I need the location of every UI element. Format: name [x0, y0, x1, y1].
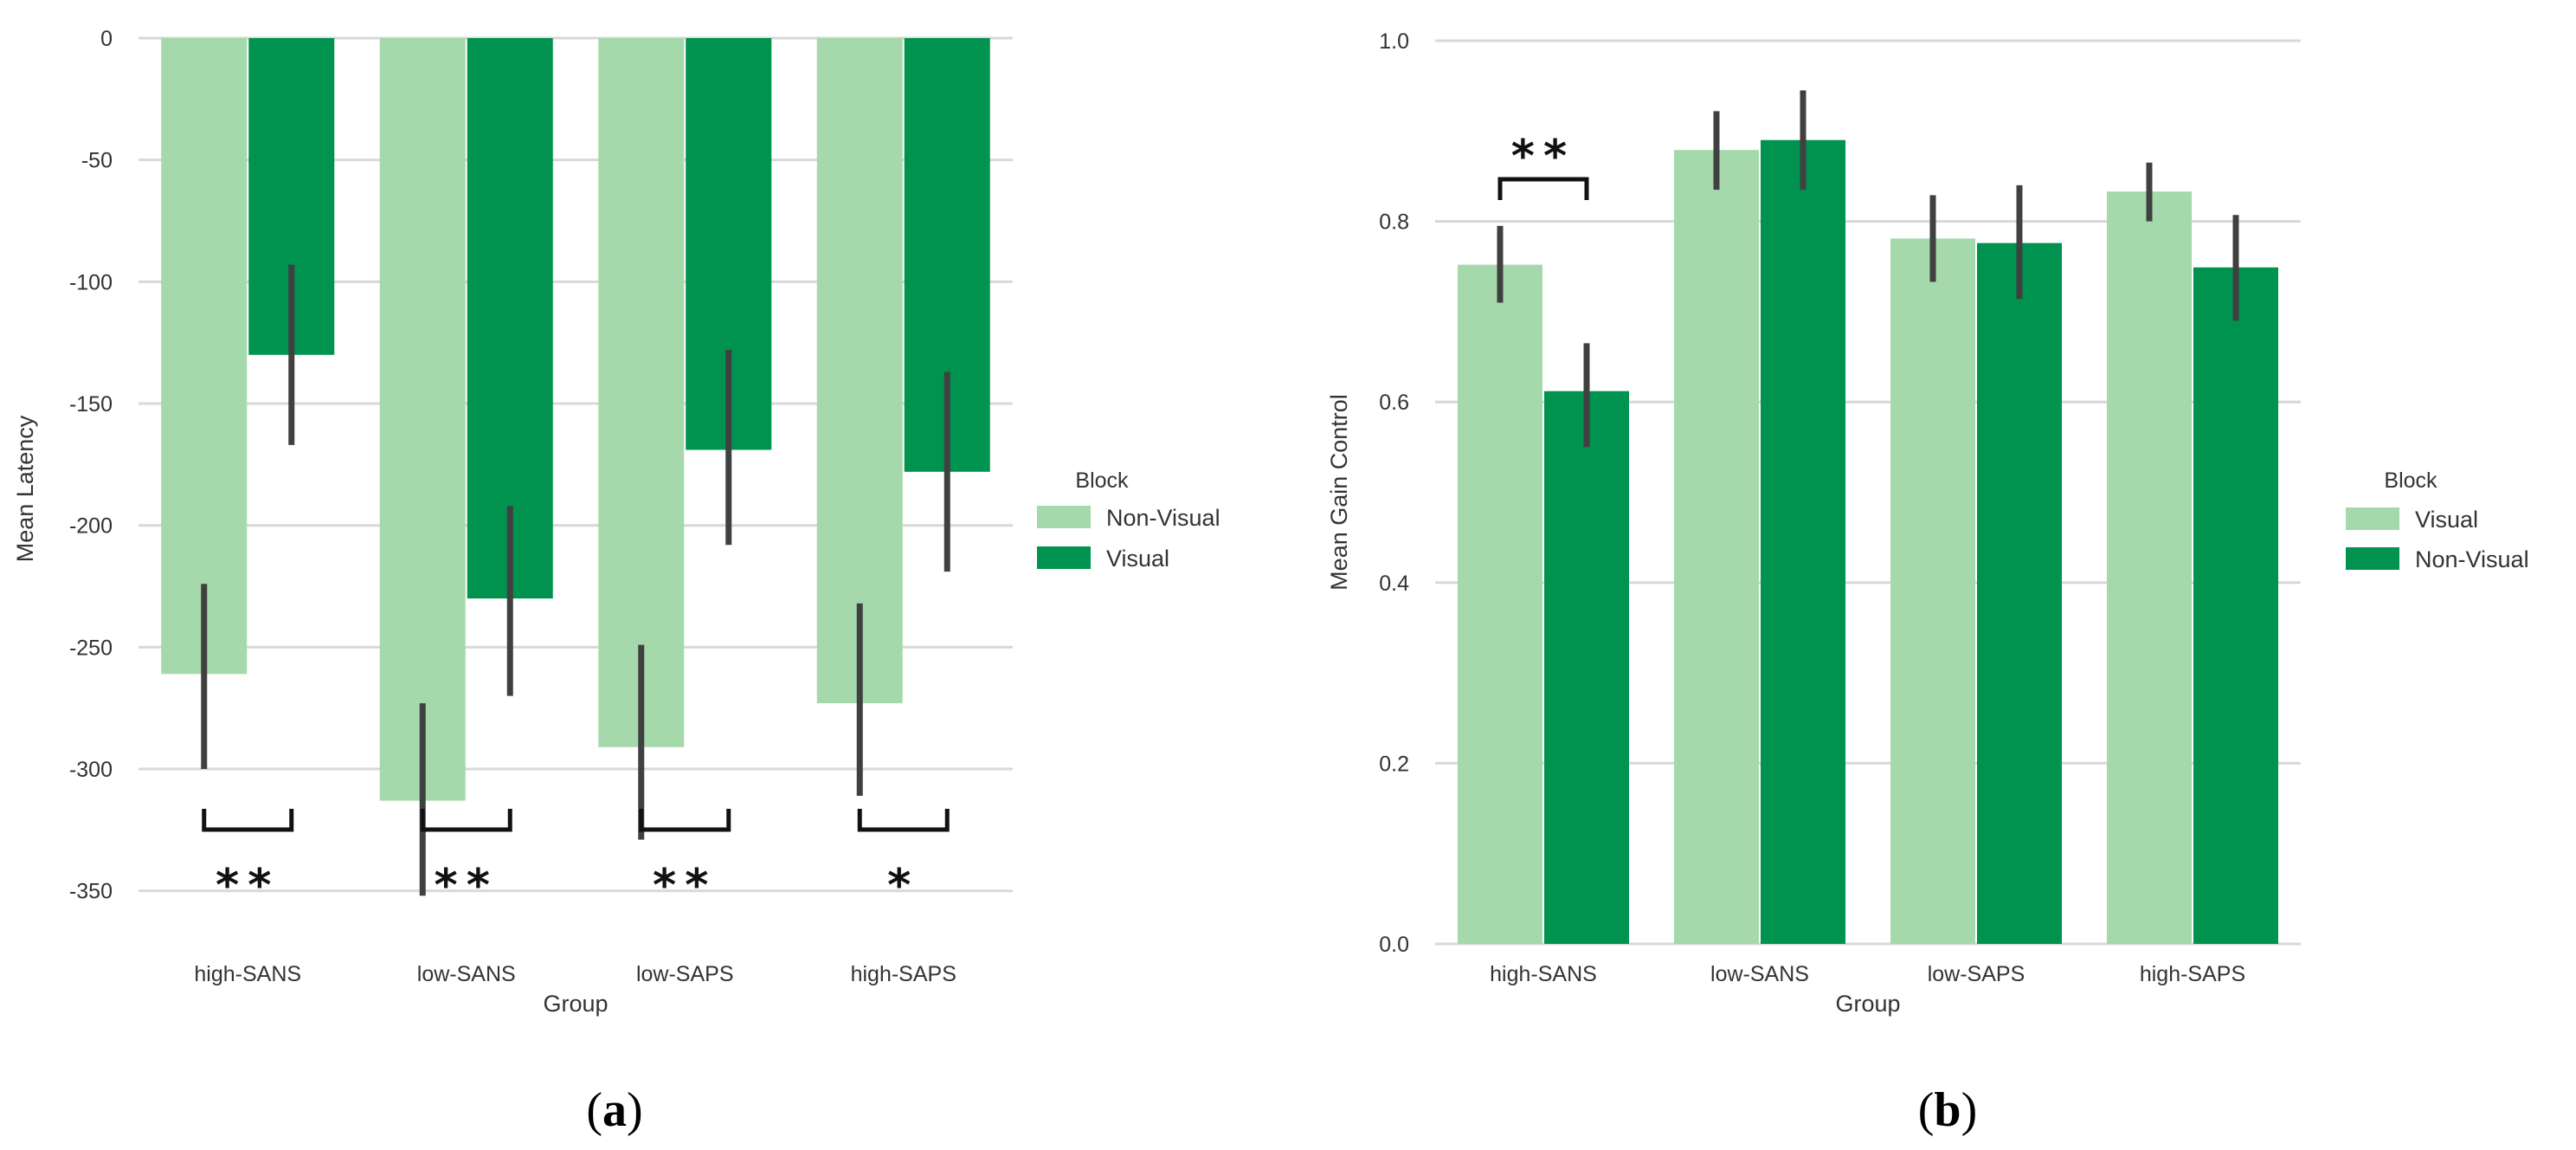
bar-non-visual-high-saps: [2193, 267, 2278, 945]
x-tick-label-low-sans: low-SANS: [1710, 962, 1809, 986]
significance-bracket: [420, 809, 512, 832]
legend-title: Block: [2384, 468, 2438, 493]
panel-label-b: (b): [1918, 1083, 1977, 1137]
bar-non-visual-low-sans: [379, 38, 466, 801]
x-axis-label: Group: [1835, 991, 1900, 1017]
y-tick-label: -200: [69, 514, 113, 539]
legend-swatch-visual: [1037, 546, 1091, 569]
y-tick-label: -150: [69, 392, 113, 417]
significance-stars: *: [887, 860, 919, 912]
y-axis-label: Mean Latency: [12, 415, 38, 562]
significance-bracket: [202, 809, 294, 832]
bar-visual-low-sans: [467, 38, 553, 599]
y-tick-label: -350: [69, 880, 113, 904]
legend-label-visual: Visual: [1106, 546, 1169, 572]
legend-label-non-visual: Non-Visual: [1106, 505, 1220, 531]
legend-label-non-visual: Non-Visual: [2415, 546, 2529, 572]
legend-swatch-non-visual: [2346, 547, 2399, 570]
x-axis-label: Group: [543, 991, 608, 1017]
significance-bracket: [1497, 177, 1589, 200]
significance-stars: **: [653, 860, 717, 912]
bar-visual-low-sans: [1674, 150, 1759, 944]
x-tick-label-high-saps: high-SAPS: [851, 962, 956, 986]
x-tick-label-low-saps: low-SAPS: [636, 962, 734, 986]
bar-non-visual-high-saps: [816, 38, 903, 704]
y-tick-label: 1.0: [1379, 29, 1409, 54]
legend-title: Block: [1075, 468, 1129, 493]
y-tick-label: 0.4: [1379, 572, 1409, 596]
x-tick-label-high-sans: high-SANS: [1490, 962, 1597, 986]
y-tick-label: 0.8: [1379, 210, 1409, 235]
bar-visual-low-saps: [1890, 238, 1975, 944]
bar-visual-high-sans: [1458, 264, 1542, 944]
x-tick-label-low-saps: low-SAPS: [1928, 962, 2025, 986]
chart-a-mean-latency: 0 -50 -100 -150 -200 -250 -300 -350 high-SANS low…: [12, 27, 1220, 1017]
panel-label-a: (a): [586, 1083, 642, 1137]
significance-bracket: [639, 809, 731, 832]
significance-stars: **: [216, 860, 280, 912]
significance-stars: **: [435, 860, 499, 912]
y-tick-label: 0: [100, 27, 113, 51]
significance-stars: **: [1511, 131, 1575, 183]
bar-non-visual-high-sans: [1544, 391, 1629, 945]
y-tick-label: -300: [69, 758, 113, 782]
y-tick-label: 0.2: [1379, 752, 1409, 776]
x-tick-label-low-sans: low-SANS: [417, 962, 516, 986]
y-axis-label: Mean Gain Control: [1326, 394, 1352, 591]
significance-bracket: [857, 809, 950, 832]
legend-swatch-visual: [2346, 507, 2399, 530]
y-tick-label: -100: [69, 270, 113, 294]
y-tick-label: 0.6: [1379, 391, 1409, 415]
legend-label-visual: Visual: [2415, 507, 2478, 533]
y-tick-label: -50: [81, 149, 113, 173]
x-tick-label-high-saps: high-SAPS: [2140, 962, 2245, 986]
bar-non-visual-low-saps: [598, 38, 685, 747]
y-tick-label: -250: [69, 636, 113, 660]
x-tick-label-high-sans: high-SANS: [194, 962, 301, 986]
bar-non-visual-low-sans: [1761, 139, 1845, 945]
y-tick-label: 0.0: [1379, 933, 1409, 957]
legend-swatch-non-visual: [1037, 506, 1091, 528]
chart-b-mean-gain-control: 0.0 0.2 0.4 0.6 0.8 1.0 high-SANS low-SANS low-S…: [1326, 29, 2529, 1017]
bar-non-visual-low-saps: [1977, 242, 2062, 945]
bar-visual-high-saps: [2107, 191, 2192, 944]
bar-non-visual-high-sans: [161, 38, 248, 675]
